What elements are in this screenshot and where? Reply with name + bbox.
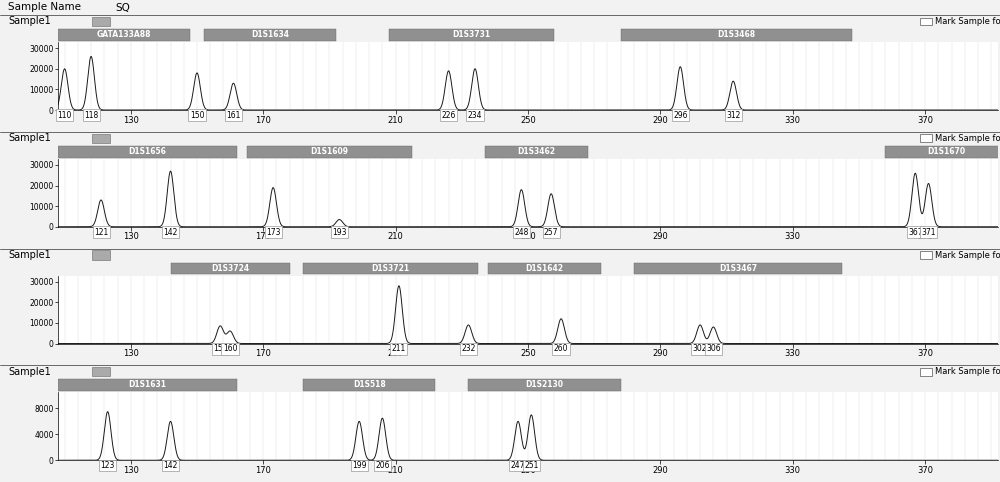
Bar (303, 379, 435, 391)
Bar (468, 379, 621, 391)
Text: 123: 123 (100, 461, 115, 470)
Bar (634, 263, 842, 274)
Text: 206: 206 (375, 461, 390, 470)
Text: 121: 121 (94, 228, 108, 237)
Text: 302: 302 (693, 344, 707, 353)
Bar (920, 368, 932, 375)
Bar (247, 146, 412, 158)
Text: D1S1656: D1S1656 (128, 147, 166, 156)
Text: 161: 161 (226, 111, 241, 120)
Text: 226: 226 (441, 111, 456, 120)
Text: 367: 367 (908, 228, 923, 237)
Text: 157: 157 (213, 344, 227, 353)
Text: 260: 260 (554, 344, 568, 353)
Text: D1S1631: D1S1631 (128, 380, 166, 389)
Text: 306: 306 (706, 344, 721, 353)
Text: D1S3731: D1S3731 (453, 30, 491, 39)
Text: D1S1642: D1S1642 (526, 264, 564, 273)
Text: D1S518: D1S518 (353, 380, 386, 389)
Text: 110: 110 (57, 111, 72, 120)
Text: 211: 211 (392, 344, 406, 353)
Text: 160: 160 (223, 344, 237, 353)
Bar (92, 134, 110, 143)
Bar (58, 379, 237, 391)
Text: Mark Sample for Deletion: Mark Sample for Deletion (935, 134, 1000, 143)
Text: 234: 234 (468, 111, 482, 120)
Text: 193: 193 (332, 228, 347, 237)
Text: SQ: SQ (115, 2, 130, 13)
Text: Mark Sample for Deletion: Mark Sample for Deletion (935, 251, 1000, 259)
Bar (58, 29, 190, 41)
Bar (171, 263, 290, 274)
Text: Sample Name: Sample Name (8, 2, 81, 13)
Text: D1S2130: D1S2130 (526, 380, 564, 389)
Text: Sample1: Sample1 (8, 367, 51, 377)
Text: 257: 257 (544, 228, 558, 237)
Text: 248: 248 (514, 228, 529, 237)
Text: 312: 312 (726, 111, 740, 120)
Text: D1S3724: D1S3724 (211, 264, 249, 273)
Text: D1S3467: D1S3467 (719, 264, 757, 273)
Bar (92, 251, 110, 259)
Bar (920, 251, 932, 259)
Text: 251: 251 (524, 461, 538, 470)
Bar (58, 146, 237, 158)
Text: Sample1: Sample1 (8, 250, 51, 260)
Bar (389, 29, 554, 41)
Bar (920, 18, 932, 26)
Text: 371: 371 (921, 228, 936, 237)
Bar (920, 134, 932, 142)
Bar (485, 146, 588, 158)
Bar (621, 29, 852, 41)
Text: D1S3462: D1S3462 (517, 147, 555, 156)
Bar (885, 146, 1000, 158)
Text: 296: 296 (673, 111, 688, 120)
Text: 118: 118 (84, 111, 98, 120)
Text: 173: 173 (266, 228, 280, 237)
Text: D1S1609: D1S1609 (310, 147, 348, 156)
Text: 142: 142 (163, 228, 178, 237)
Text: D1S1670: D1S1670 (928, 147, 966, 156)
Text: Mark Sample for Deletion: Mark Sample for Deletion (935, 367, 1000, 376)
Bar (303, 263, 478, 274)
Text: 232: 232 (461, 344, 476, 353)
Bar (488, 263, 601, 274)
Bar (204, 29, 336, 41)
Text: 199: 199 (352, 461, 366, 470)
Text: D1S1634: D1S1634 (251, 30, 289, 39)
Text: 150: 150 (190, 111, 204, 120)
Bar (92, 17, 110, 26)
Text: D1S3468: D1S3468 (717, 30, 756, 39)
Text: 142: 142 (163, 461, 178, 470)
Text: Sample1: Sample1 (8, 133, 51, 143)
Text: GATA133A88: GATA133A88 (97, 30, 151, 39)
Bar (92, 367, 110, 376)
Text: D1S3721: D1S3721 (372, 264, 410, 273)
Text: 247: 247 (511, 461, 525, 470)
Text: Mark Sample for Deletion: Mark Sample for Deletion (935, 17, 1000, 26)
Text: Sample1: Sample1 (8, 16, 51, 27)
